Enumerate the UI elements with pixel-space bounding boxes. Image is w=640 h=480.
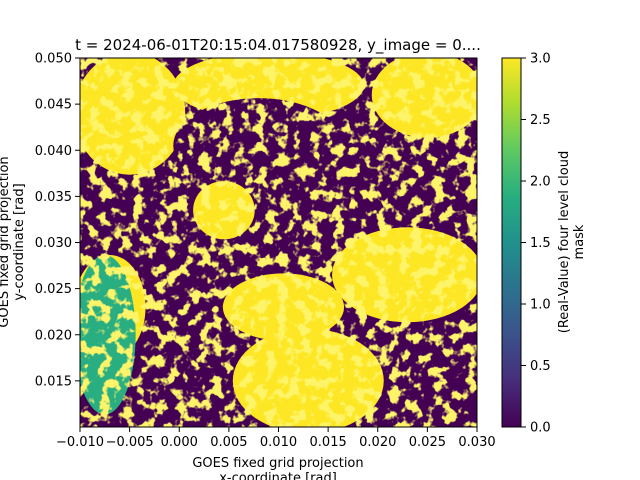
heatmap-noise <box>80 58 477 427</box>
heatmap-region-11 <box>371 328 477 427</box>
heatmap-region-10 <box>332 227 477 323</box>
colorbar-tick-label: 0.0 <box>530 421 551 436</box>
chart-title: t = 2024-06-01T20:15:04.017580928, y_ima… <box>75 36 481 55</box>
x-tick-label: −0.010 <box>56 435 104 450</box>
y-tick-label: 0.015 <box>35 374 72 389</box>
colorbar-tick-label: 1.0 <box>530 298 551 313</box>
heatmap-region-2 <box>173 98 345 194</box>
y-tick-label: 0.040 <box>35 144 72 159</box>
y-tick-label: 0.025 <box>35 282 72 297</box>
x-axis-ticks: −0.010 −0.005 0.000 0.005 0.010 0.015 0.020 0.0… <box>56 427 496 450</box>
y-tick-label: 0.030 <box>35 236 72 251</box>
colorbar-label: (Real-Value) four level cloud mask <box>557 151 587 333</box>
heatmap-image <box>80 58 477 427</box>
heatmap-regions <box>80 58 477 427</box>
y-axis-ticks: 0.015 0.020 0.025 0.030 0.035 0.040 0.045 0.050 <box>35 52 80 389</box>
x-tick-label: 0.020 <box>359 435 396 450</box>
y-tick-label: 0.050 <box>35 52 72 67</box>
heatmap-region-6 <box>80 181 186 267</box>
x-tick-label: 0.010 <box>260 435 297 450</box>
heatmap-region-4 <box>371 58 477 138</box>
heatmap-region-13 <box>80 254 136 415</box>
heatmap-region-3 <box>312 144 477 231</box>
y-axis-label-line2: y-coordinate [rad] <box>12 183 27 300</box>
colorbar-label-line2: mask <box>572 224 587 259</box>
y-tick-label: 0.045 <box>35 98 72 113</box>
x-axis-label-line2: x-coordinate [rad] <box>219 471 337 480</box>
x-tick-label: 0.025 <box>409 435 446 450</box>
heatmap-region-5 <box>193 181 255 240</box>
colorbar-label-line1: (Real-Value) four level cloud <box>557 151 572 333</box>
y-tick-label: 0.035 <box>35 190 72 205</box>
y-tick-label: 0.020 <box>35 328 72 343</box>
colorbar-tick-label: 2.5 <box>530 113 551 128</box>
x-tick-label: 0.000 <box>161 435 198 450</box>
x-tick-label: 0.005 <box>210 435 247 450</box>
x-tick-label: −0.005 <box>106 435 154 450</box>
y-axis-label: GOES fixed grid projection y-coordinate … <box>0 156 27 327</box>
x-tick-label: 0.015 <box>310 435 347 450</box>
y-axis-label-line1: GOES fixed grid projection <box>0 156 12 327</box>
colorbar-tick-label: 0.5 <box>530 359 551 374</box>
colorbar-ticks: 0.0 0.5 1.0 1.5 2.0 2.5 3.0 <box>521 52 551 436</box>
x-axis-label-line1: GOES fixed grid projection <box>192 456 363 471</box>
colorbar-tick-label: 1.5 <box>530 236 551 251</box>
heatmap-region-12 <box>232 328 384 427</box>
heatmap-region-0 <box>80 58 186 175</box>
colorbar <box>501 57 522 428</box>
heatmap-noise-base <box>80 58 477 427</box>
colorbar-tick-label: 2.0 <box>530 175 551 190</box>
colorbar-tick-label: 3.0 <box>530 52 551 67</box>
heatmap-region-8 <box>143 254 225 427</box>
x-tick-label: 0.030 <box>458 435 495 450</box>
heatmap-region-9 <box>222 273 345 341</box>
